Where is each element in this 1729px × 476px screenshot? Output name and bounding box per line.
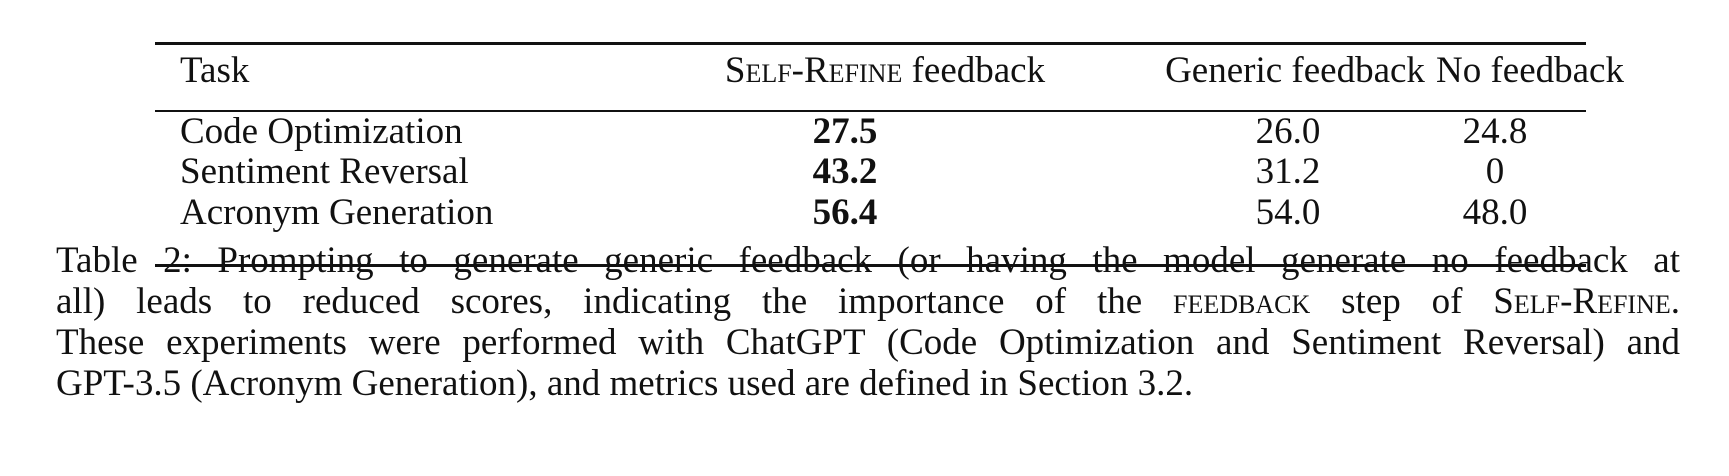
row-1-task: Code Optimization (180, 111, 463, 152)
row-2-none: 0 (1485, 151, 1505, 192)
caption-line-2-mid: step of (1310, 281, 1494, 322)
header-generic: Generic feedback (1165, 50, 1425, 91)
row-3-task: Acronym Generation (180, 192, 494, 233)
table-mid-rule (155, 110, 1586, 112)
row-1-self-refine: 27.5 (812, 111, 878, 152)
caption-line-3: These experiments were performed with Ch… (56, 322, 1680, 363)
caption-line-2-start: all) leads to reduced scores, indicating… (56, 281, 1174, 322)
header-task: Task (180, 50, 250, 91)
row-1-none: 24.8 (1462, 111, 1528, 152)
header-self-refine-name: Self-Refine (724, 50, 903, 91)
header-self-refine: Self-Refine feedback (575, 49, 1195, 93)
table-caption: Table 2: Prompting to generate generic f… (56, 240, 1680, 404)
caption-feedback-term: feedback (1173, 281, 1311, 322)
row-2-task: Sentiment Reversal (180, 151, 469, 192)
row-2-self-refine: 43.2 (812, 151, 878, 192)
row-2-generic: 31.2 (1255, 151, 1321, 192)
row-3-generic: 54.0 (1255, 192, 1321, 233)
row-3-none: 48.0 (1462, 192, 1528, 233)
caption-method-name: Self-Refine (1493, 281, 1671, 322)
header-self-refine-suffix: feedback (902, 50, 1046, 91)
row-3-self-refine: 56.4 (812, 192, 878, 233)
caption-line-1: Table 2: Prompting to generate generic f… (56, 240, 1680, 281)
table-bottom-rule (155, 264, 1586, 267)
header-none: No feedback (1436, 50, 1624, 91)
caption-line-4: GPT-3.5 (Acronym Generation), and metric… (56, 363, 1194, 404)
caption-line-2-end: . (1670, 281, 1680, 322)
row-1-generic: 26.0 (1255, 111, 1321, 152)
table-top-rule (155, 42, 1586, 45)
caption-line-2: all) leads to reduced scores, indicating… (56, 281, 1680, 322)
